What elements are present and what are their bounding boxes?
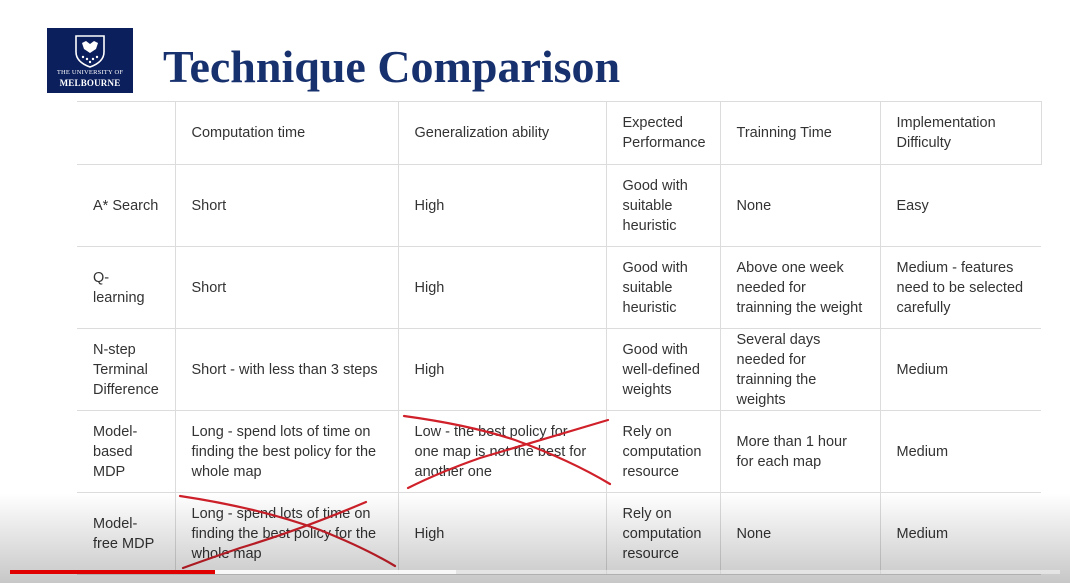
table-cell: Medium [879, 328, 1041, 411]
table-cell: Model-based MDP [77, 410, 175, 493]
table-header-row: Computation time Generalization ability … [77, 101, 1042, 165]
table-row: Model-free MDP Long - spend lots of time… [77, 492, 1041, 575]
table-cell: N-step Terminal Difference [77, 328, 175, 411]
table-cell: Rely on computation resource [605, 492, 720, 575]
header-cell-difficulty: Implementation Difficulty [879, 101, 1042, 165]
university-logo: THE UNIVERSITY OF MELBOURNE [47, 28, 133, 93]
video-played-bar [10, 570, 215, 574]
table-cell: Short [174, 246, 398, 329]
table-cell: Medium - features need to be selected ca… [879, 246, 1041, 329]
table-cell: Medium [879, 492, 1041, 575]
table-cell: Model-free MDP [77, 492, 175, 575]
table-cell: Good with suitable heuristic [605, 164, 720, 247]
header-cell-computation-time: Computation time [174, 101, 398, 165]
header-cell-performance: Expected Performance [605, 101, 720, 165]
slide-title: Technique Comparison [163, 41, 621, 92]
crest-icon [75, 35, 105, 68]
table-cell: High [397, 492, 606, 575]
table-cell: Low - the best policy for one map is not… [397, 410, 606, 493]
table-row: Q-learning Short High Good with suitable… [77, 246, 1041, 329]
video-buffered-bar [10, 570, 457, 574]
table-row: Model-based MDP Long - spend lots of tim… [77, 410, 1041, 493]
table-cell: Good with suitable heuristic [605, 246, 720, 329]
logo-text-top: THE UNIVERSITY OF [56, 69, 124, 76]
table-cell: High [397, 328, 606, 411]
table-row: A* Search Short High Good with suitable … [77, 164, 1041, 247]
table-cell: Good with well-defined weights [605, 328, 720, 411]
header-cell-training-time: Trainning Time [719, 101, 880, 165]
logo-text-bottom: MELBOURNE [59, 78, 121, 88]
table-cell: Medium [879, 410, 1041, 493]
table-cell: Above one week needed for trainning the … [719, 246, 880, 329]
table-cell: Short - with less than 3 steps [174, 328, 398, 411]
table-cell: None [719, 492, 880, 575]
video-progress-bar[interactable] [10, 570, 1060, 574]
table-cell: Several days needed for trainning the we… [719, 328, 880, 411]
table-cell: None [719, 164, 880, 247]
comparison-table: Computation time Generalization ability … [77, 101, 1042, 575]
table-cell: Short [174, 164, 398, 247]
table-cell: Easy [879, 164, 1041, 247]
table-row: N-step Terminal Difference Short - with … [77, 328, 1041, 411]
header-cell-technique [77, 101, 175, 165]
table-cell: High [397, 164, 606, 247]
table-cell: High [397, 246, 606, 329]
table-cell: More than 1 hour for each map [719, 410, 880, 493]
table-cell: Long - spend lots of time on finding the… [174, 492, 398, 575]
table-cell: Long - spend lots of time on finding the… [174, 410, 398, 493]
table-cell: Q-learning [77, 246, 175, 329]
table-cell: A* Search [77, 164, 175, 247]
header-cell-generalization: Generalization ability [397, 101, 606, 165]
table-cell: Rely on computation resource [605, 410, 720, 493]
